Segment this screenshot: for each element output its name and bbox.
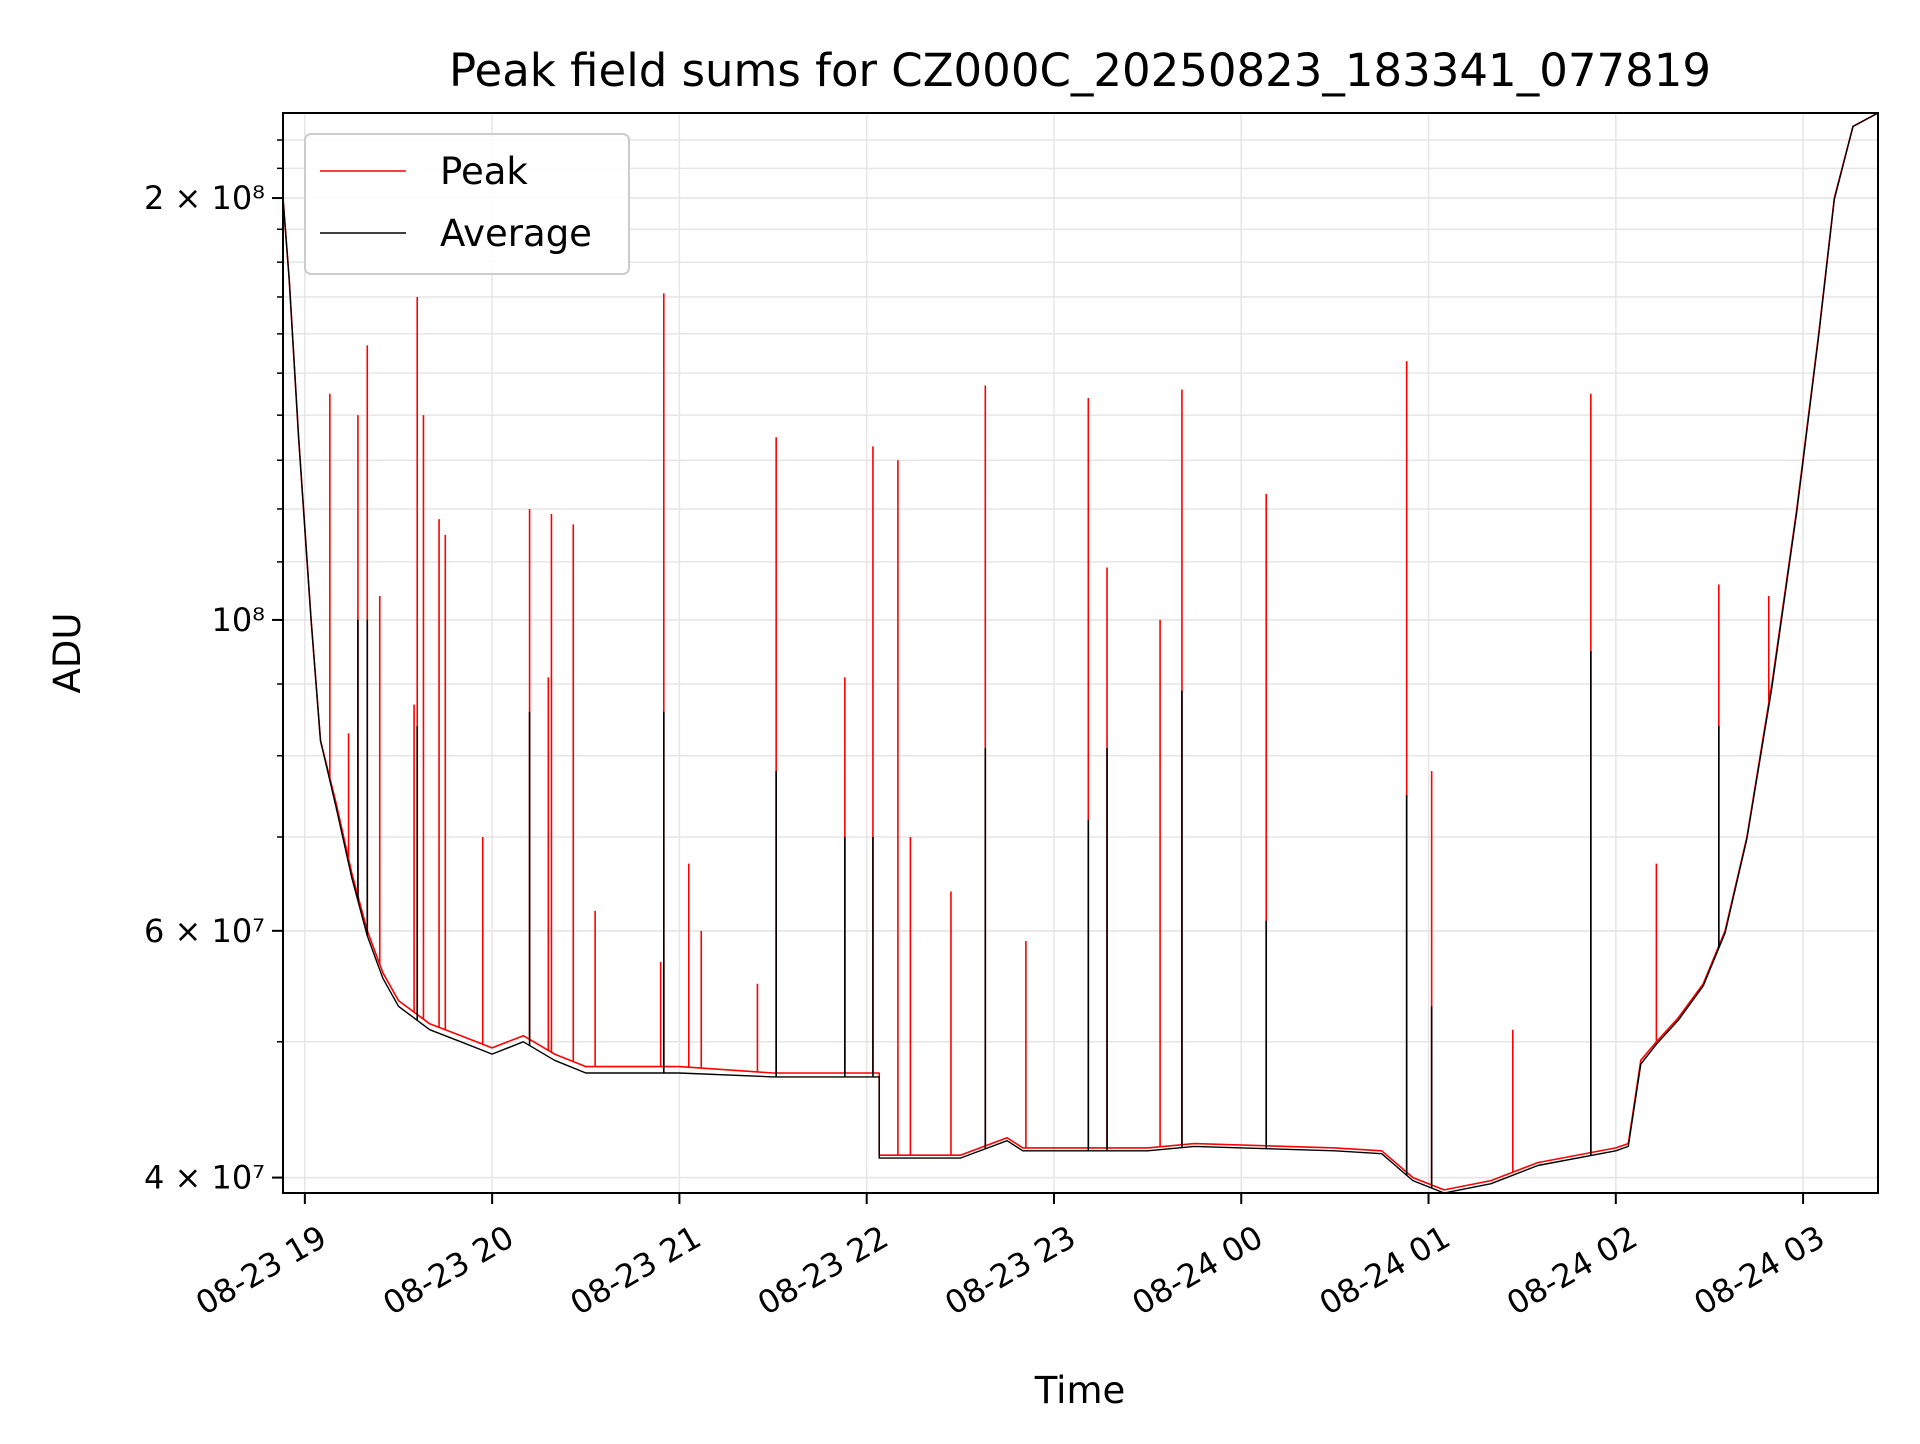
legend: Peak Average <box>304 133 630 275</box>
plot-area-frame <box>282 112 1879 1194</box>
x-axis-label: Time <box>1034 1369 1126 1412</box>
legend-label-peak: Peak <box>440 150 528 193</box>
series-average <box>283 113 1878 1193</box>
y-axis-ticks: 4 × 10⁷ 6 × 10⁷ 10⁸ 2 × 10⁸ <box>144 139 283 1197</box>
y-axis-label: ADU <box>46 613 89 694</box>
y-tick-label: 4 × 10⁷ <box>144 1159 265 1197</box>
series-line-peak <box>283 113 1878 1191</box>
chart-title: Peak field sums for CZ000C_20250823_1833… <box>449 44 1711 97</box>
y-tick-label: 6 × 10⁷ <box>144 912 265 950</box>
y-tick-label: 2 × 10⁸ <box>144 179 265 217</box>
plot-series <box>283 113 1878 1193</box>
legend-box <box>304 133 630 275</box>
legend-label-average: Average <box>440 212 592 255</box>
y-tick-label: 10⁸ <box>211 601 265 639</box>
series-line-average <box>283 113 1878 1193</box>
